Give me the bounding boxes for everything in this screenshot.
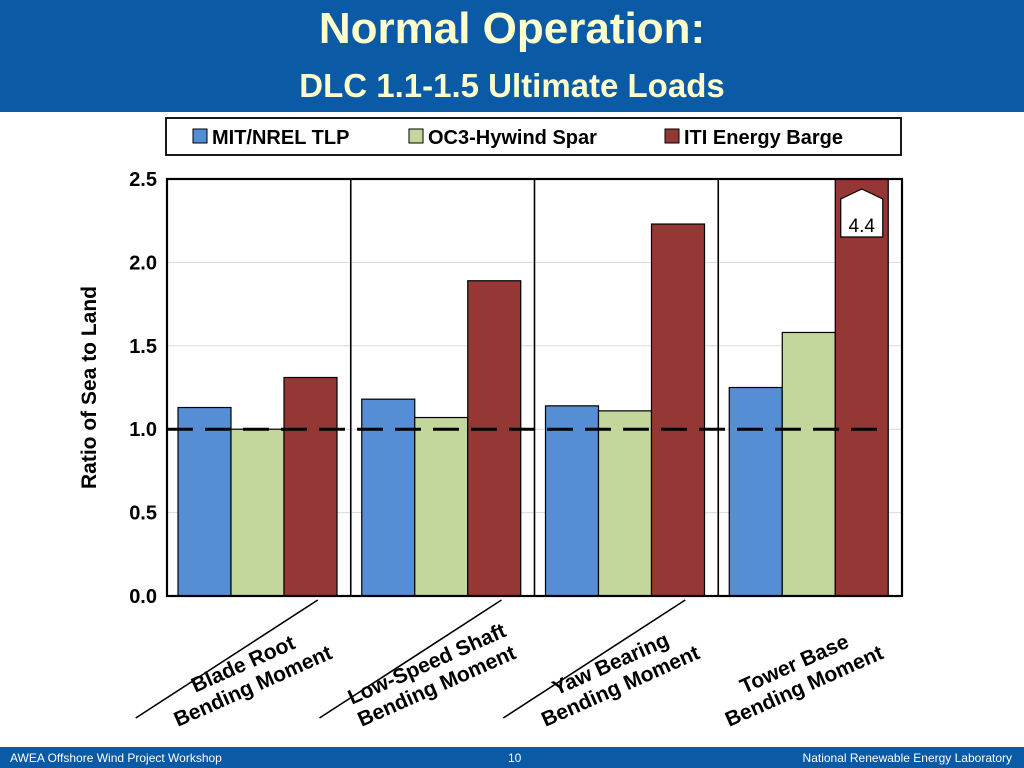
y-tick-label: 0.5 xyxy=(129,503,157,525)
footer-workshop: AWEA Offshore Wind Project Workshop xyxy=(10,751,222,765)
category-separator xyxy=(502,599,686,719)
bar xyxy=(361,398,416,597)
bar xyxy=(414,416,469,597)
page-number: 10 xyxy=(508,751,522,765)
y-tick-label: 0.0 xyxy=(129,586,157,608)
legend-entry: MIT/NREL TLP xyxy=(212,127,349,149)
bar xyxy=(467,280,522,597)
x-category-label: Low-Speed ShaftBending Moment xyxy=(345,619,520,731)
category-separator xyxy=(319,599,502,719)
x-category-label: Yaw BearingBending Moment xyxy=(528,619,703,731)
bar xyxy=(544,405,600,597)
legend-swatch xyxy=(192,128,208,144)
bar xyxy=(283,376,338,597)
footer-organization: National Renewable Energy Laboratory xyxy=(802,751,1012,765)
bar xyxy=(230,428,285,597)
x-category-label: Tower BaseBending Moment xyxy=(712,619,887,731)
footer-bar: AWEA Offshore Wind Project Workshop 10 N… xyxy=(0,747,1024,768)
y-tick-label: 1.5 xyxy=(129,336,157,358)
bar xyxy=(728,386,783,597)
slide-title: Normal Operation: xyxy=(318,4,706,53)
legend-entry: ITI Energy Barge xyxy=(684,127,843,149)
legend-box xyxy=(165,117,902,156)
y-axis-label: Ratio of Sea to Land xyxy=(78,286,101,489)
legend-swatch xyxy=(408,128,424,144)
y-tick-label: 2.0 xyxy=(129,252,157,274)
title-banner xyxy=(0,0,1024,112)
plot-area-border xyxy=(165,177,904,598)
category-separator xyxy=(135,599,319,719)
bar xyxy=(177,406,232,597)
bar-chart: 0.0 0.5 1.0 1.5 2.0 2.5 Ratio of Sea to Land 4.… xyxy=(78,117,904,732)
annotation-label: 4.4 xyxy=(849,216,876,237)
bar xyxy=(781,331,836,597)
bar xyxy=(597,410,653,597)
x-category-label: Blade RootBending Moment xyxy=(161,619,336,731)
legend-entry: OC3-Hywind Spar xyxy=(428,127,597,149)
legend-swatch xyxy=(664,128,680,144)
y-tick-label: 1.0 xyxy=(129,419,157,441)
slide-subtitle: DLC 1.1-1.5 Ultimate Loads xyxy=(299,67,725,104)
annotation-callout xyxy=(840,188,884,238)
bar xyxy=(650,223,706,597)
bar xyxy=(834,178,889,597)
y-tick-label: 2.5 xyxy=(129,169,157,191)
